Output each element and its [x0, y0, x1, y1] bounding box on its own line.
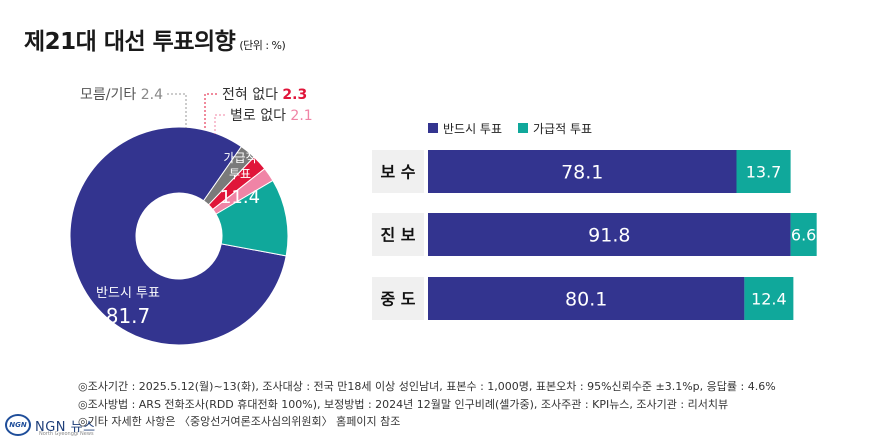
bar-segment [428, 150, 737, 193]
legend-label-maybe: 가급적 투표 [533, 121, 593, 136]
unit-label: (단위 : %) [239, 39, 286, 52]
note-line: ◎조사기간 : 2025.5.12(월)~13(화), 조사대상 : 전국 만1… [78, 380, 776, 393]
legend-swatch-maybe [518, 123, 529, 133]
bar-category-label: 보 수 [380, 163, 415, 182]
note-line: ◎기타 자세한 사항은 〈중앙선거여론조사심의위원회〉 홈페이지 참조 [78, 415, 401, 428]
label-unknown-name: 모름/기타 [80, 87, 141, 103]
label-rarely-value: 2.1 [290, 108, 312, 124]
page-title: 제21대 대선 투표의향 (단위 : %) [24, 22, 286, 56]
bar-legend: 반드시 투표 가급적 투표 [428, 120, 608, 136]
leader-never [204, 93, 217, 130]
stacked-bar-chart: 보 수 78.1 13.7 진 보 91.8 6.6 중 도 80.1 12.4 [372, 150, 817, 320]
bar-segment [790, 213, 817, 256]
label-rarely: 별로 없다 2.1 [230, 108, 313, 124]
donut-slice [69, 126, 287, 346]
ngn-logo-sub: North Gyeonggi News [39, 431, 94, 437]
note-line: ◎조사방법 : ARS 전화조사(RDD 휴대전화 100%), 보정방법 : … [78, 397, 729, 411]
bar-category-label: 중 도 [380, 290, 415, 309]
leader-unknown [167, 93, 187, 128]
bar-segment [428, 277, 745, 320]
legend-label-must: 반드시 투표 [443, 121, 503, 136]
label-maybe-value: 11.4 [220, 187, 260, 208]
label-maybe-name: 투표 [229, 167, 251, 181]
label-never-name: 전혀 없다 [222, 87, 282, 103]
bar-value-label: 78.1 [561, 161, 603, 183]
label-never-value: 2.3 [282, 87, 307, 103]
label-never: 전혀 없다 2.3 [222, 87, 307, 103]
bar-segment [428, 213, 791, 256]
bar-segment [744, 277, 794, 320]
leader-rarely [214, 114, 225, 134]
bar-value-label: 80.1 [565, 288, 607, 310]
donut-slice [215, 179, 289, 257]
title-text: 제21대 대선 투표의향 [24, 29, 236, 55]
label-maybe-name: 가급적 [223, 151, 256, 165]
bar-segment [736, 150, 791, 193]
label-must-value: 81.7 [106, 304, 151, 328]
bar-category-box [372, 213, 424, 256]
bar-value-label: 12.4 [751, 289, 787, 308]
legend-item-must: 반드시 투표 [428, 120, 502, 137]
bar-category-box [372, 150, 424, 193]
bar-category-box [372, 277, 424, 320]
legend-item-maybe: 가급적 투표 [518, 120, 592, 137]
label-unknown-value: 2.4 [141, 87, 163, 103]
bar-category-label: 진 보 [380, 226, 415, 245]
ngn-logo: NGN NGN 뉴스 North Gyeonggi News [5, 414, 96, 437]
bar-value-label: 13.7 [746, 162, 782, 181]
label-rarely-name: 별로 없다 [230, 108, 290, 124]
bar-value-label: 91.8 [588, 224, 630, 246]
label-must-name: 반드시 투표 [96, 286, 160, 301]
bar-value-label: 6.6 [791, 225, 816, 244]
label-unknown: 모름/기타 2.4 [80, 87, 163, 103]
ngn-logo-mark: NGN [5, 414, 31, 436]
ngn-logo-name: NGN 뉴스 [35, 419, 96, 435]
legend-swatch-must [428, 123, 438, 133]
survey-notes: ◎조사기간 : 2025.5.12(월)~13(화), 조사대상 : 전국 만1… [78, 378, 776, 431]
